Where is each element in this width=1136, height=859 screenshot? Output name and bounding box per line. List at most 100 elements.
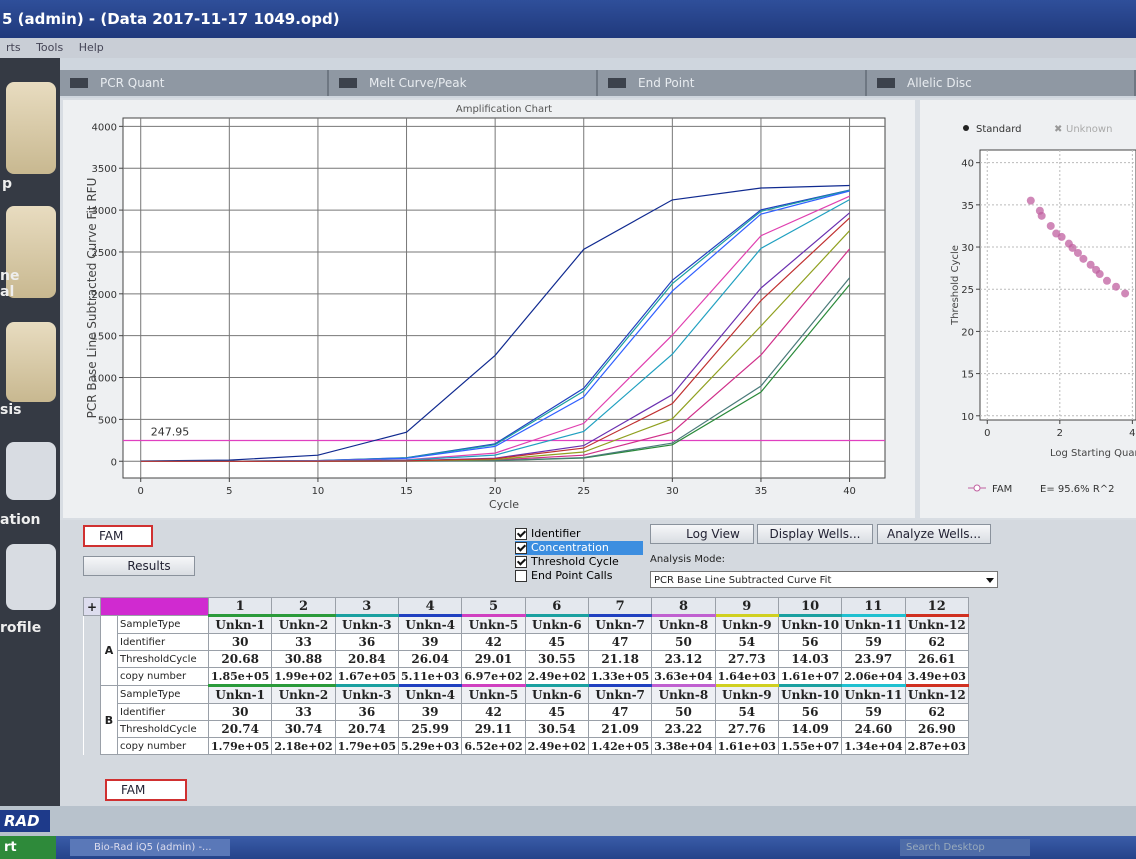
table-cell: 1.33e+05: [588, 668, 651, 686]
table-cell: 45: [525, 634, 588, 651]
x-tick-label: 20: [489, 486, 502, 497]
menu-item[interactable]: Tools: [36, 41, 63, 54]
analyze-wells-button[interactable]: Analyze Wells...: [877, 524, 991, 544]
checkbox-box[interactable]: [515, 570, 527, 582]
table-cell: 30.55: [525, 651, 588, 668]
checkbox-label: Identifier: [531, 527, 581, 540]
row-letter: A: [101, 616, 118, 686]
y-tick-label: 40: [961, 159, 974, 170]
tab-bar: PCR Quant Melt Curve/Peak End Point Alle…: [60, 70, 1136, 96]
row-letter: B: [101, 686, 118, 755]
series-legend-label: FAM: [992, 484, 1012, 495]
checkbox[interactable]: Identifier: [515, 527, 581, 541]
button-label: Results: [127, 559, 170, 573]
checkbox-label: Concentration: [531, 541, 609, 554]
table-cell: 33: [272, 704, 335, 721]
table-cell: 45: [525, 704, 588, 721]
table-cell: 30: [209, 704, 272, 721]
row-label: copy number: [118, 668, 209, 686]
dropdown-arrow: [986, 578, 994, 587]
side-button[interactable]: [6, 544, 56, 610]
table-cell: Unkn-4: [398, 616, 461, 634]
checkbox[interactable]: Threshold Cycle: [515, 555, 619, 569]
column-header: 11: [842, 598, 905, 616]
row-label: SampleType: [118, 686, 209, 704]
button-label: Display Wells...: [770, 527, 861, 541]
side-label: ne: [0, 268, 19, 284]
checkbox[interactable]: Concentration: [515, 541, 643, 555]
corner-cell[interactable]: +: [84, 598, 101, 616]
x-tick-label: 25: [577, 486, 590, 497]
side-button[interactable]: [6, 322, 56, 402]
x-tick-label: 35: [755, 486, 768, 497]
tab[interactable]: Allelic Disc: [867, 70, 1136, 96]
side-button[interactable]: [6, 442, 56, 500]
sidebar: p ne al sis ation rofile: [0, 58, 60, 810]
tab[interactable]: End Point: [598, 70, 867, 96]
table-cell: Unkn-1: [209, 686, 272, 704]
table-row: ASampleTypeUnkn-1Unkn-2Unkn-3Unkn-4Unkn-…: [84, 616, 969, 634]
plot-area: [123, 118, 885, 478]
y-axis-label: PCR Base Line Subtracted Curve Fit RFU: [85, 178, 99, 419]
column-header: 1: [209, 598, 272, 616]
tab[interactable]: Melt Curve/Peak: [329, 70, 598, 96]
table-cell: 1.61e+07: [778, 668, 841, 686]
search-box[interactable]: Search Desktop: [900, 839, 1030, 856]
log-view-button[interactable]: Log View: [650, 524, 754, 544]
start-button[interactable]: rt: [0, 836, 56, 859]
table-cell: 59: [842, 634, 905, 651]
button-label: Log View: [686, 527, 740, 541]
column-header: 12: [905, 598, 968, 616]
table-cell: 30: [209, 634, 272, 651]
data-point: [1038, 212, 1046, 220]
row-label: copy number: [118, 738, 209, 755]
side-button[interactable]: [6, 82, 56, 174]
checkbox-box[interactable]: [515, 542, 527, 554]
dye-selector[interactable]: FAM: [105, 779, 187, 801]
x-tick-label: 2: [1057, 428, 1063, 439]
table-cell: 14.09: [778, 721, 841, 738]
menu-item[interactable]: Help: [79, 41, 104, 54]
screen: { "window": {"title": "5 (admin) - (Data…: [0, 0, 1136, 859]
y-tick-label: 3500: [92, 164, 117, 175]
analysis-mode-dropdown[interactable]: PCR Base Line Subtracted Curve Fit: [650, 571, 998, 588]
table-cell: 42: [462, 704, 525, 721]
table-cell: 30.88: [272, 651, 335, 668]
display-wells-button[interactable]: Display Wells...: [757, 524, 873, 544]
column-header: 5: [462, 598, 525, 616]
title-bar: 5 (admin) - (Data 2017-11-17 1049.opd): [0, 0, 1136, 38]
y-tick-label: 15: [961, 370, 974, 381]
menu-item[interactable]: rts: [6, 41, 21, 54]
taskbar-item[interactable]: Bio-Rad iQ5 (admin) -...: [70, 839, 230, 856]
table-cell: 36: [335, 704, 398, 721]
table-cell: 1.42e+05: [588, 738, 651, 755]
series-legend-marker: [974, 485, 980, 491]
data-point: [1074, 249, 1082, 257]
table-cell: 62: [905, 634, 968, 651]
checkbox[interactable]: End Point Calls: [515, 569, 612, 583]
y-tick-label: 4000: [92, 122, 117, 133]
table-cell: Unkn-9: [715, 616, 778, 634]
column-header: 7: [588, 598, 651, 616]
table-cell: 21.18: [588, 651, 651, 668]
table-cell: 20.74: [335, 721, 398, 738]
table-cell: Unkn-6: [525, 686, 588, 704]
tab[interactable]: PCR Quant: [60, 70, 329, 96]
table-cell: Unkn-12: [905, 686, 968, 704]
checkbox-box[interactable]: [515, 528, 527, 540]
table-cell: Unkn-5: [462, 686, 525, 704]
dye-selector[interactable]: FAM: [83, 525, 153, 547]
table-cell: 36: [335, 634, 398, 651]
table-cell: 1.67e+05: [335, 668, 398, 686]
checkbox-box[interactable]: [515, 556, 527, 568]
table-cell: Unkn-3: [335, 616, 398, 634]
table-cell: Unkn-9: [715, 686, 778, 704]
table-cell: Unkn-8: [652, 616, 715, 634]
dropdown-value: PCR Base Line Subtracted Curve Fit: [654, 575, 831, 586]
row-label: SampleType: [118, 616, 209, 634]
table-cell: 21.09: [588, 721, 651, 738]
checkbox-label: End Point Calls: [531, 569, 612, 582]
results-button[interactable]: Results: [83, 556, 195, 576]
